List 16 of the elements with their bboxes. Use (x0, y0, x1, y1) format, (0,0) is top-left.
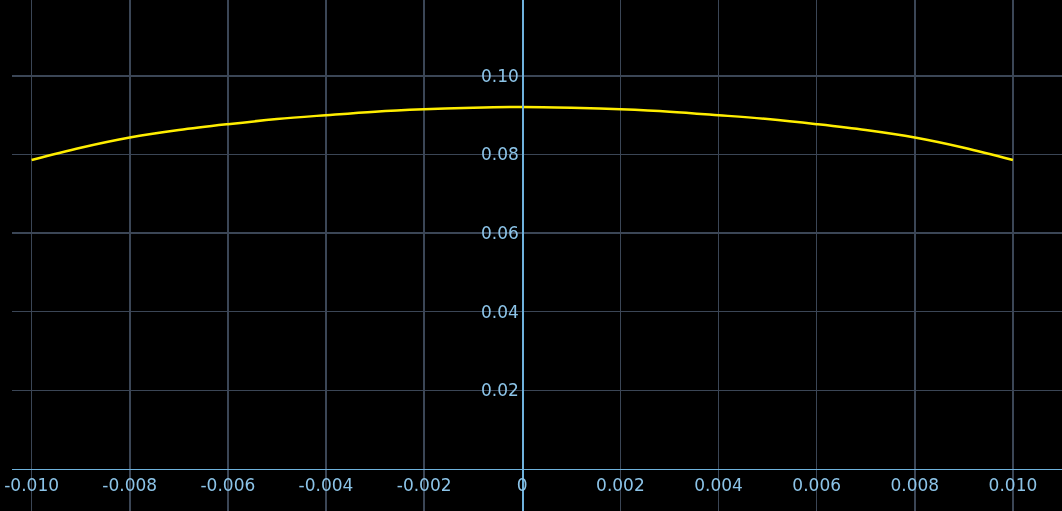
x-tick-label: -0.004 (298, 474, 354, 495)
x-tick-label: 0.006 (792, 474, 842, 495)
x-tick-label: -0.002 (396, 474, 452, 495)
x-tick-label: -0.006 (200, 474, 256, 495)
x-tick-label: 0.002 (596, 474, 645, 495)
x-tick-label: 0.004 (694, 474, 743, 495)
line-series (30, 105, 1015, 162)
y-tick-label: 0.08 (481, 144, 519, 165)
y-tick-label: 0.04 (481, 301, 519, 322)
y-tick-label: 0.06 (481, 223, 519, 244)
x-tick-label: 0.010 (988, 474, 1038, 495)
x-tick-label: -0.010 (4, 474, 60, 495)
x-tick-label: -0.008 (102, 474, 158, 495)
y-tick-label: 0.10 (481, 65, 519, 86)
y-tick-label: 0.02 (481, 380, 519, 401)
x-tick-label: 0.008 (890, 474, 940, 495)
